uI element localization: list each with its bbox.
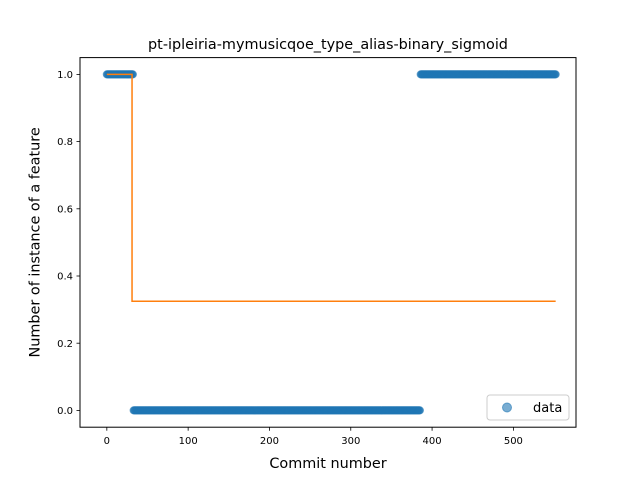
chart-title: pt-ipleiria-mymusicqoe_type_alias-binary… <box>148 37 508 53</box>
y-tick-label: 0.4 <box>57 272 73 283</box>
y-axis-label: Number of instance of a feature <box>28 127 44 357</box>
data-point <box>415 406 424 415</box>
legend-frame <box>486 394 570 421</box>
x-axis-label: Commit number <box>269 456 386 472</box>
legend-label-data: data <box>533 401 562 416</box>
data-point <box>551 70 560 79</box>
fit-line <box>106 73 556 302</box>
plot-frame <box>79 57 577 428</box>
y-tick-label: 0.8 <box>57 137 73 148</box>
axes-layer <box>79 57 577 428</box>
x-tick-label: 100 <box>179 436 198 447</box>
x-tick-label: 500 <box>504 436 523 447</box>
x-tick-label: 400 <box>423 436 442 447</box>
plot-layer <box>102 70 560 415</box>
y-tick-label: 0.6 <box>57 204 73 215</box>
x-tick-label: 0 <box>104 436 110 447</box>
legend: data <box>486 394 570 421</box>
ticks-layer: 0 100 200 300 400 500 0.0 0.2 0.4 0.6 0.8 1.0 <box>57 70 523 447</box>
y-tick-label: 0.0 <box>57 406 73 417</box>
y-tick-label: 0.2 <box>57 339 73 350</box>
legend-marker-data <box>502 402 512 413</box>
x-tick-label: 300 <box>341 436 360 447</box>
x-tick-label: 200 <box>260 436 279 447</box>
y-tick-label: 1.0 <box>57 70 73 81</box>
